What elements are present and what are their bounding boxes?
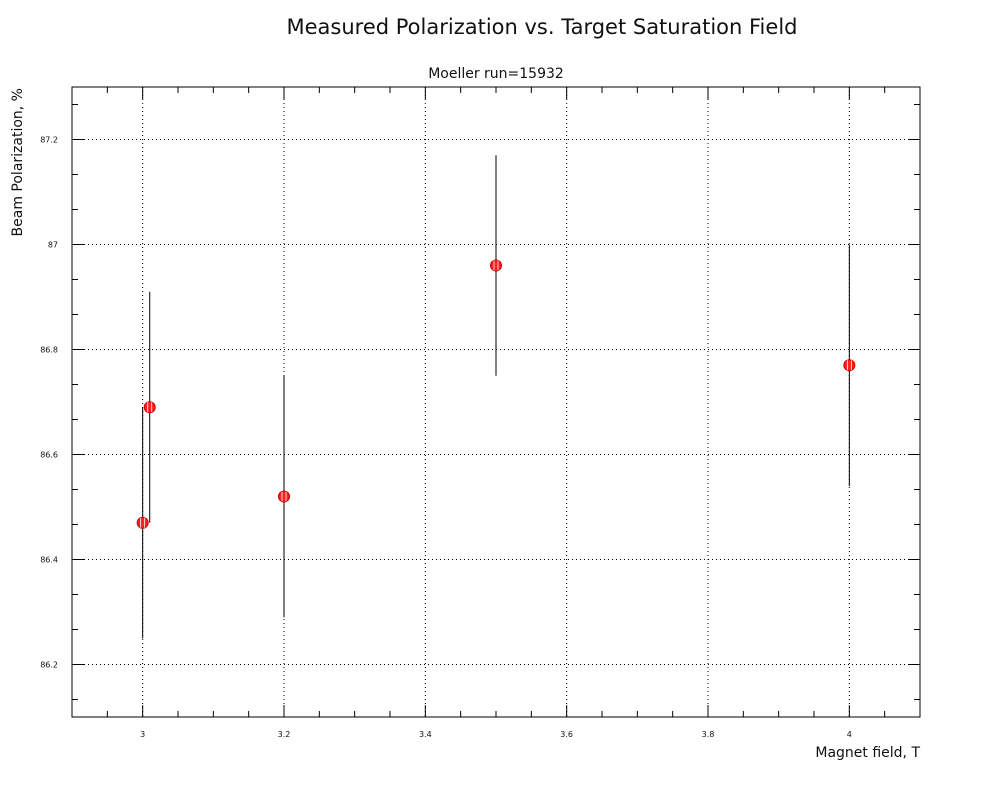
y-tick-label: 86.8 [40,346,58,355]
y-tick-label: 86.6 [40,451,58,460]
data-point [136,516,149,529]
chart-title: Measured Polarization vs. Target Saturat… [287,15,798,39]
y-tick-label: 87.2 [40,136,58,145]
data-point [843,359,856,372]
x-tick-label: 3.6 [560,730,573,739]
x-tick-label: 4 [847,730,852,739]
data-point-marker [490,259,502,272]
data-points [136,155,856,639]
data-point [143,401,156,414]
plot-frame [71,86,921,718]
x-tick-labels: 3 3.2 3.4 3.6 3.8 4 [140,730,852,739]
data-point-marker [136,516,149,529]
data-point [278,490,290,503]
x-axis-label: Magnet field, T [815,745,920,761]
data-point-marker [143,401,156,414]
x-tick-label: 3.4 [419,730,432,739]
y-tick-label: 86.4 [40,556,58,565]
y-tick-label: 87 [48,241,58,250]
axis-ticks [72,87,920,717]
data-point-marker [278,490,290,503]
y-tick-label: 86.2 [40,661,58,670]
data-point [490,259,502,272]
x-tick-label: 3.2 [278,730,291,739]
y-axis-label: Beam Polarization, % [10,88,26,236]
data-point-marker [843,359,856,372]
y-tick-labels: 86.2 86.4 86.6 86.8 87 87.2 [40,136,58,670]
x-tick-label: 3 [140,730,145,739]
chart-subtitle: Moeller run=15932 [428,66,564,82]
x-tick-label: 3.8 [702,730,715,739]
